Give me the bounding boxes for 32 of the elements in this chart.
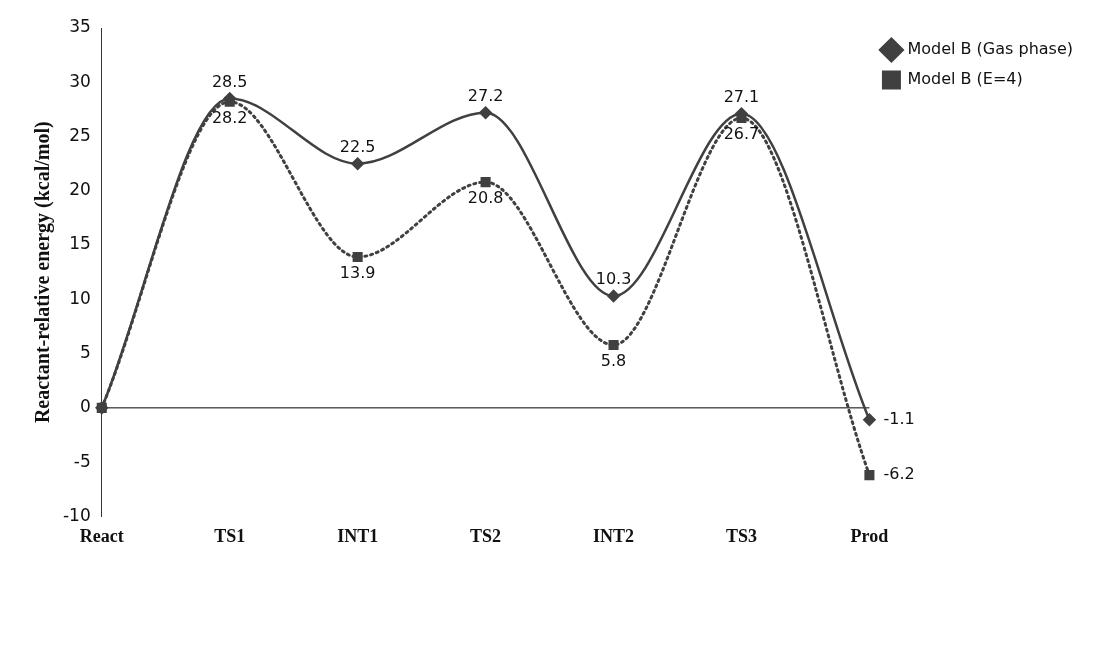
legend-label: Model B (Gas phase) xyxy=(907,39,1073,59)
data-label: 28.5 xyxy=(211,71,248,91)
data-label: 10.3 xyxy=(595,269,632,289)
y-tick-label: 30 xyxy=(69,70,91,91)
x-tick-label: React xyxy=(79,525,124,546)
y-tick-label: 20 xyxy=(69,179,91,200)
y-tick-label: 0 xyxy=(79,396,91,417)
y-tick-label: 25 xyxy=(69,124,91,145)
data-label: -6.2 xyxy=(883,464,915,484)
data-label: 27.2 xyxy=(467,85,504,105)
data-label: 22.5 xyxy=(339,136,376,156)
x-tick-label: Prod xyxy=(850,525,889,546)
y-tick-label: -5 xyxy=(73,450,91,471)
y-axis-title: Reactant-relative energy (kcal/mol) xyxy=(31,121,55,424)
data-label: 20.8 xyxy=(467,188,504,208)
data-label: 5.8 xyxy=(600,351,627,371)
x-tick-label: INT2 xyxy=(593,525,635,546)
legend-label: Model B (E=4) xyxy=(907,69,1023,89)
y-tick-label: 15 xyxy=(69,233,91,254)
x-tick-label: INT1 xyxy=(337,525,379,546)
data-label: 26.7 xyxy=(723,124,760,144)
x-tick-label: TS2 xyxy=(470,525,502,546)
x-tick-label: TS3 xyxy=(725,525,757,546)
y-tick-label: -10 xyxy=(62,504,91,525)
y-tick-label: 35 xyxy=(69,16,91,37)
data-label: 27.1 xyxy=(723,86,760,106)
y-tick-label: 5 xyxy=(79,342,91,363)
y-tick-label: 10 xyxy=(69,287,91,308)
data-label: 13.9 xyxy=(339,263,376,283)
data-label: 28.2 xyxy=(211,107,248,127)
data-label: -1.1 xyxy=(883,408,915,428)
x-tick-label: TS1 xyxy=(214,525,246,546)
